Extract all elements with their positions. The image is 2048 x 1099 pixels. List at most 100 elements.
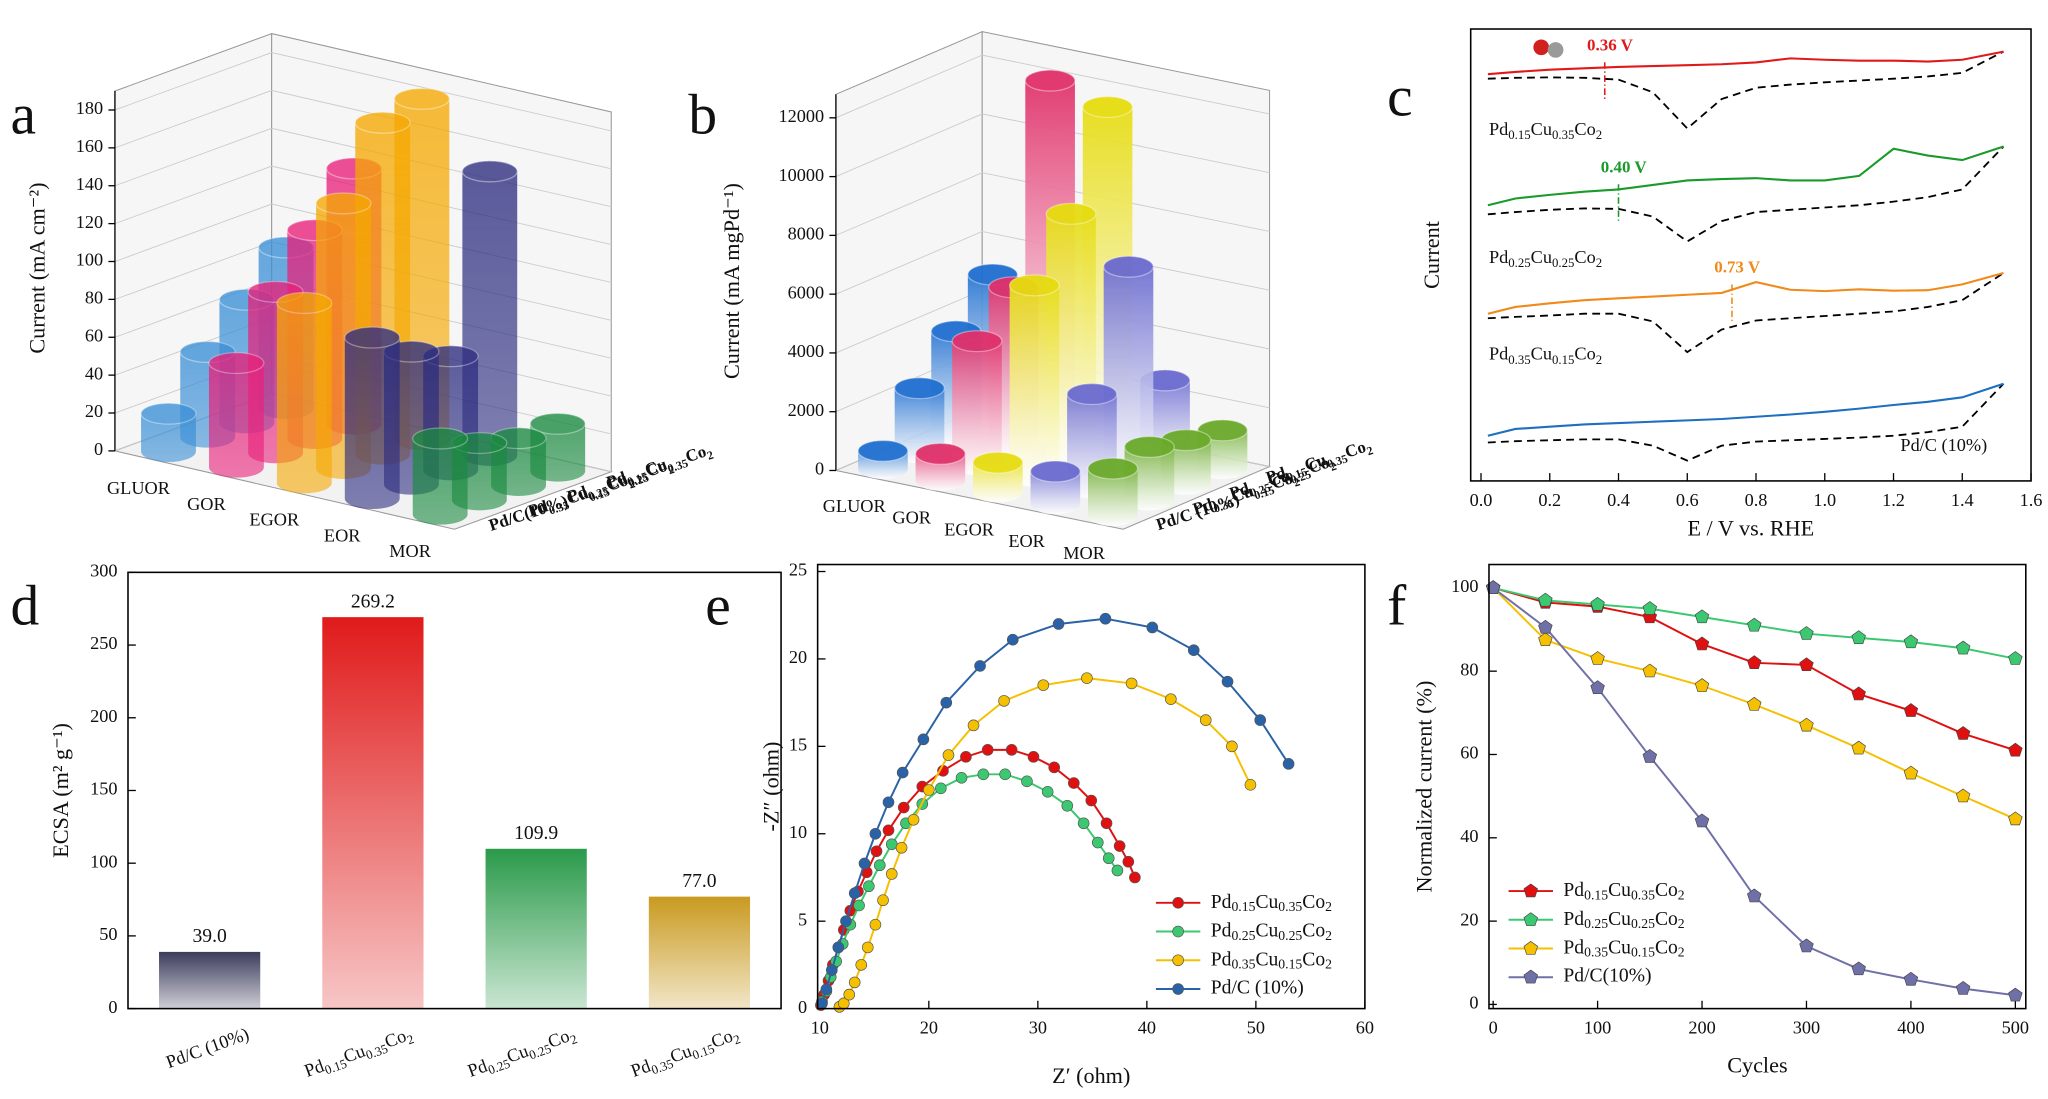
cylinder: [140, 402, 197, 462]
cylinder-top: [208, 351, 265, 375]
y-tick-label: 0: [815, 459, 824, 479]
x-tick-label: 1.4: [1951, 490, 1974, 510]
legend-marker: [1172, 896, 1184, 909]
y-tick-label: 200: [90, 706, 117, 726]
marker: [1048, 761, 1061, 774]
text-part: Pd: [1563, 937, 1584, 958]
marker: [1282, 758, 1295, 770]
subscript: 0.35: [1212, 495, 1236, 515]
legend-marker: [1172, 925, 1184, 938]
subscript: 2: [1596, 256, 1602, 270]
marker: [1006, 633, 1019, 646]
x-tick-label: 100: [1584, 1018, 1611, 1038]
marker: [1081, 672, 1093, 684]
bar: [485, 848, 587, 1009]
text-part: Co: [1574, 119, 1595, 139]
marker: [1199, 714, 1212, 726]
marker: [2008, 811, 2023, 826]
legend-marker: [1523, 912, 1538, 926]
cylinder-body: [412, 428, 468, 525]
text-part: Co: [1302, 891, 1325, 912]
marker: [869, 918, 882, 931]
y-tick-label: 0: [108, 997, 117, 1017]
grid-line: [835, 113, 1270, 178]
x-tick-label: 50: [1247, 1018, 1265, 1038]
category-label: GLUOR: [823, 496, 887, 516]
text-part: Pd: [1489, 247, 1508, 267]
subscript: 0.25: [586, 483, 610, 503]
reference-line: [1487, 272, 2005, 354]
marker: [1102, 852, 1115, 865]
cylinder-body: [1009, 274, 1060, 487]
y-tick-label: 150: [90, 779, 117, 799]
subscript: 2: [1596, 128, 1602, 142]
legend-marker: [1172, 983, 1184, 995]
y-tick-label: 80: [1460, 659, 1478, 679]
y-tick-label: 4000: [788, 341, 825, 361]
series-label: Pd0.35Cu0.15Co2: [1190, 466, 1301, 521]
marker: [1187, 644, 1200, 657]
marker: [1747, 696, 1762, 711]
category-label: GLUOR: [107, 478, 171, 498]
legend-label: Pd0.35Cu0.15Co2: [1563, 937, 1684, 960]
legend-label: Pd0.15Cu0.35Co2: [1211, 891, 1332, 914]
cylinder-top: [276, 291, 333, 315]
legend-marker: [1172, 954, 1184, 967]
marker: [1694, 636, 1710, 651]
marker: [861, 941, 874, 954]
grid-line: [114, 52, 612, 132]
subscript: 0.15: [1285, 464, 1309, 484]
subscript: 2: [627, 476, 637, 491]
text-part: Co: [1302, 920, 1325, 941]
marker: [998, 695, 1010, 707]
marker: [1021, 775, 1033, 788]
marker: [848, 887, 861, 900]
y-tick-label: 5: [798, 909, 807, 929]
marker: [1111, 864, 1124, 877]
legend-label: Pd0.35Cu0.15Co2: [1211, 949, 1332, 972]
x-tick-label: 300: [1793, 1018, 1820, 1038]
legend-marker: [1523, 883, 1538, 898]
cylinder: [894, 377, 945, 464]
subscript: 2: [1328, 458, 1338, 473]
cylinder-top: [140, 402, 197, 425]
y-axis-label: -Z″ (ohm): [758, 742, 783, 832]
marker: [1955, 981, 1971, 995]
category-label: EOR: [1008, 531, 1045, 551]
text-part: Cu: [1608, 880, 1631, 901]
cylinder: [208, 351, 265, 478]
marker: [1955, 788, 1971, 803]
y-tick-label: 180: [76, 98, 103, 118]
subscript: 0.15: [1278, 957, 1302, 972]
subscript: 2: [1365, 443, 1375, 458]
subscript: 0.25: [626, 470, 650, 490]
marker: [897, 801, 910, 814]
marker: [955, 772, 968, 784]
legend-label: Pd0.25Cu0.25Co2: [1211, 920, 1332, 943]
plot-frame: [816, 563, 1366, 1010]
x-tick-label: 400: [1897, 1018, 1924, 1038]
value-label: 269.2: [351, 591, 395, 612]
series-label: Pd0.25Cu0.25Co2: [1227, 451, 1338, 506]
subscript: 2: [666, 462, 676, 477]
y-tick-label: 40: [85, 363, 103, 383]
cylinder-top: [1103, 255, 1154, 278]
subscript: 0.15: [625, 469, 649, 489]
text-part: Cu: [1608, 908, 1631, 929]
text-part: Pd: [1211, 949, 1232, 970]
annotation: 0.36 V: [1587, 36, 1634, 55]
text-part: Co: [1655, 908, 1678, 929]
text-part: Pd: [1211, 920, 1232, 941]
cylinder: [344, 326, 401, 510]
marker: [1694, 813, 1710, 828]
subscript: 2: [1325, 899, 1332, 914]
cylinder-top: [857, 439, 909, 462]
y-axis-label: ECSA (m² g⁻¹): [48, 723, 73, 858]
subscript: 2: [1292, 474, 1302, 489]
x-tick-label: 30: [1029, 1018, 1047, 1038]
y-tick-label: 20: [1460, 909, 1478, 929]
marker: [855, 959, 868, 971]
marker: [1027, 751, 1040, 763]
x-tick-label: 200: [1688, 1018, 1715, 1038]
text-part: Cu: [1255, 891, 1278, 912]
